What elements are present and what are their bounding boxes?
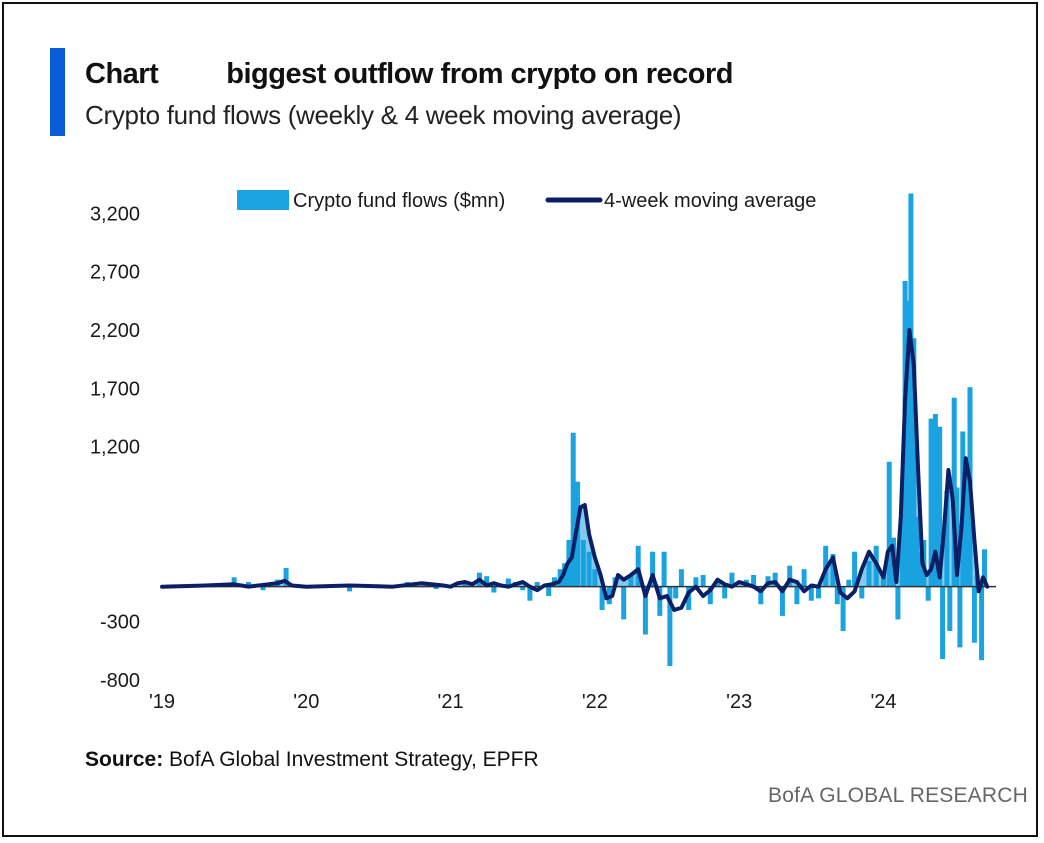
flow-bar [484, 576, 490, 587]
brand-footer: BofA GLOBAL RESEARCH [768, 784, 1028, 807]
x-tick-label: '20 [293, 691, 319, 713]
x-tick-label: '24 [870, 691, 896, 713]
y-axis-ticks: 3,200 2,700 2,200 1,700 1,200 -300 -800 [90, 203, 140, 692]
flow-bar [722, 586, 728, 599]
y-tick-label: -800 [100, 670, 140, 692]
flow-bar [751, 575, 757, 587]
flow-bar [599, 586, 605, 610]
flow-bar [925, 586, 931, 601]
source-note: Source: BofA Global Investment Strategy,… [85, 748, 539, 772]
flow-bar [729, 572, 735, 587]
legend-bar-swatch [237, 190, 289, 210]
legend: Crypto fund flows ($mn) 4-week moving ave… [237, 190, 816, 212]
flow-bar [895, 586, 901, 620]
flow-bar [794, 586, 800, 605]
flow-bar [951, 397, 957, 587]
flow-bar [808, 586, 814, 601]
flow-bar [787, 565, 793, 587]
moving-average-line [160, 328, 990, 612]
flow-bar [886, 461, 892, 587]
flow-bar [852, 551, 858, 587]
flow-bar [260, 586, 266, 591]
flow-bar [246, 582, 252, 587]
y-tick-label: 3,200 [90, 203, 140, 225]
flow-bar [678, 569, 684, 587]
source-text: BofA Global Investment Strategy, EPFR [163, 748, 539, 771]
flow-bar [947, 586, 953, 631]
y-tick-label: 1,700 [90, 378, 140, 400]
flow-bar [570, 432, 576, 587]
flow-bar [673, 586, 679, 599]
flow-bar [520, 586, 526, 591]
flow-bar [971, 586, 977, 643]
flow-bar [661, 551, 667, 587]
flow-bar [940, 586, 946, 659]
source-label: Source: [85, 748, 164, 771]
bars-layer [162, 193, 988, 666]
x-tick-label: '21 [438, 691, 464, 713]
x-axis-ticks: '19 '20 '21 '22 '23 '24 [149, 691, 897, 713]
flow-bar [231, 577, 237, 587]
legend-label-flows: Crypto fund flows ($mn) [293, 190, 505, 212]
flow-bar [937, 426, 943, 587]
flow-bar [779, 586, 785, 616]
flow-bar [433, 586, 439, 589]
flow-bar [642, 586, 648, 635]
flow-bar [621, 586, 627, 620]
flow-bar [693, 577, 699, 587]
x-tick-label: '19 [149, 691, 175, 713]
flow-bar [635, 545, 641, 587]
flow-bar [491, 586, 497, 593]
flow-bar [657, 586, 663, 616]
chart-subtitle: Crypto fund flows (weekly & 4 week movin… [85, 100, 682, 130]
title-accent-bar [50, 48, 65, 136]
flow-bar [801, 569, 807, 587]
flow-bar [816, 586, 821, 599]
flow-bar [932, 414, 938, 587]
flow-bar [928, 418, 934, 587]
flow-bar [347, 586, 353, 592]
flow-bar [505, 578, 511, 587]
flow-bar [979, 586, 985, 661]
flow-bar [840, 586, 846, 631]
flow-bar [772, 572, 778, 587]
flow-bar [954, 487, 960, 587]
x-tick-label: '23 [726, 691, 752, 713]
flow-bar [758, 586, 764, 605]
flow-bar [283, 568, 289, 587]
y-tick-label: 2,200 [90, 320, 140, 342]
chart-title: Chart biggest outflow from crypto on rec… [85, 58, 733, 90]
flow-area-fill [162, 330, 988, 587]
flow-bar [527, 586, 533, 601]
y-tick-label: 2,700 [90, 262, 140, 284]
flow-bar [650, 551, 656, 587]
flow-bar [859, 586, 865, 599]
y-tick-label: 1,200 [90, 437, 140, 459]
flow-bar [686, 586, 692, 610]
flow-bar [846, 579, 852, 587]
flow-bar [707, 586, 713, 605]
x-tick-label: '22 [582, 691, 608, 713]
flow-bar [957, 586, 963, 648]
flow-bar [982, 549, 987, 587]
flow-bar [546, 586, 552, 596]
flow-bar [834, 586, 840, 605]
flow-bar [667, 586, 673, 666]
legend-label-moving-average: 4-week moving average [604, 190, 816, 212]
flow-bar [534, 582, 540, 587]
flow-bar [700, 575, 706, 587]
y-tick-label: -300 [100, 612, 140, 634]
